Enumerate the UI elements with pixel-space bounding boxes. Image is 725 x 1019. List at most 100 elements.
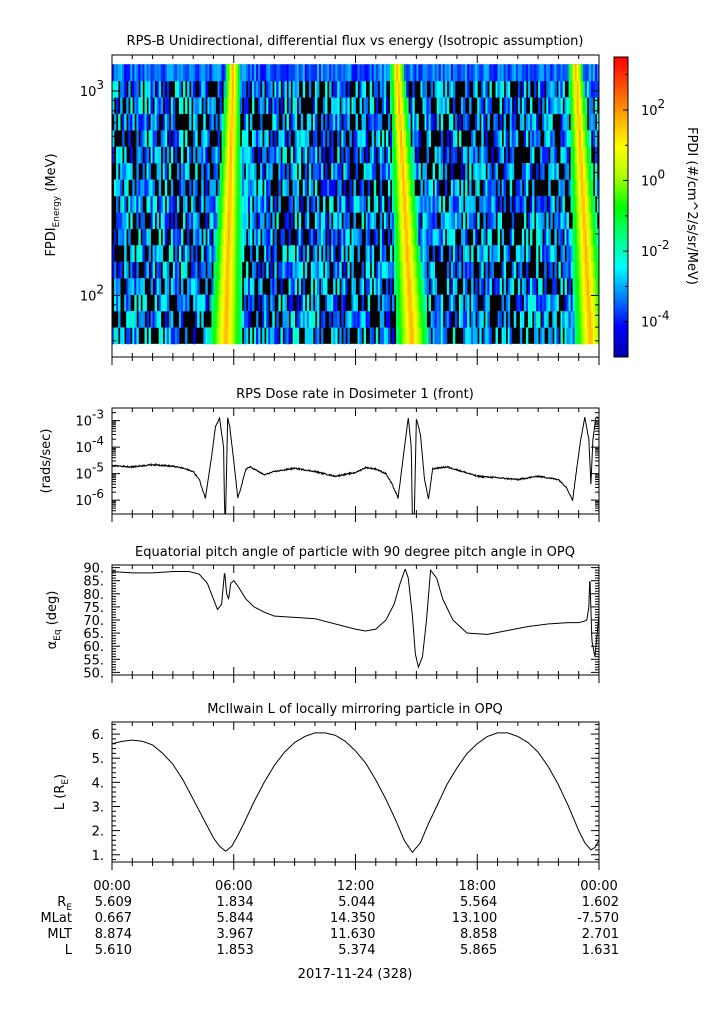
spectrogram-cell [406, 162, 409, 180]
spectrogram-cell [530, 97, 533, 115]
spectrogram-cell [487, 327, 490, 345]
spectrogram-cell [416, 310, 419, 328]
spectrogram-cell [398, 130, 401, 147]
spectrogram-cell [521, 64, 525, 82]
spectrogram-cell [223, 179, 227, 197]
spectrogram-cell [422, 64, 425, 82]
spectrogram-cell [156, 97, 160, 115]
spectrogram-cell [160, 64, 164, 82]
spectrogram-cell [302, 245, 306, 263]
spectrogram-cell [249, 278, 253, 295]
spectrogram-cell [235, 245, 239, 263]
spectrogram-cell [385, 212, 389, 230]
spectrogram-cell [274, 130, 277, 147]
spectrogram-cell [592, 327, 596, 345]
spectrogram-cell [548, 80, 551, 98]
panel-pitch-angle: Equatorial pitch angle of particle with … [45, 545, 600, 683]
spectrogram-cell [229, 179, 233, 197]
spectrogram-cell [252, 97, 255, 115]
spectrogram-cell [481, 130, 484, 147]
spectrogram-cell [418, 212, 421, 230]
spectrogram-cell [412, 245, 415, 263]
spectrogram-cell [398, 228, 401, 246]
spectrogram-cell [489, 327, 492, 345]
spectrogram-cell [146, 113, 149, 131]
spectrogram-cell [430, 261, 434, 279]
spectrogram-cell [162, 261, 166, 279]
spectrogram-cell [467, 80, 470, 98]
spectrogram-cell [398, 64, 401, 82]
spectrogram-cell [440, 294, 444, 312]
spectrogram-cell [534, 113, 537, 131]
spectrogram-cell [552, 80, 555, 98]
spectrogram-cell [233, 195, 237, 213]
spectrogram-cell [239, 146, 243, 164]
spectrogram-cell [542, 97, 545, 115]
spectrogram-cell [343, 228, 346, 246]
spectrogram-cell [294, 195, 298, 213]
spectrogram-cell [355, 146, 358, 164]
spectrogram-cell [150, 80, 153, 98]
spectrogram-cell [217, 146, 220, 164]
spectrogram-cell [235, 261, 239, 279]
spectrogram-cell [140, 179, 143, 197]
spectrogram-cell [588, 80, 592, 98]
spectrogram-cell [201, 294, 204, 312]
spectrogram-cell [245, 64, 249, 82]
ephemeris-value: 1.602 [582, 895, 619, 910]
spectrogram-cell [452, 146, 456, 164]
spectrogram-cell [172, 64, 176, 82]
spectrogram-cell [211, 113, 214, 131]
spectrogram-cell [296, 80, 300, 98]
spectrogram-cell [120, 195, 123, 213]
spectrogram-cell [280, 278, 283, 295]
spectrogram-cell [268, 228, 271, 246]
spectrogram-cell [426, 228, 429, 246]
spectrogram-cell [132, 80, 135, 98]
spectrogram-cell [152, 310, 156, 328]
spectrogram-cell [229, 195, 233, 213]
spectrogram-cell [329, 113, 332, 131]
spectrogram-cell [209, 294, 212, 312]
spectrogram-cell [357, 310, 360, 328]
spectrogram-cell [499, 212, 502, 230]
spectrogram-cell [225, 130, 229, 147]
spectrogram-cell [223, 278, 227, 295]
spectrogram-cell [592, 64, 596, 82]
spectrogram-cell [276, 64, 279, 82]
spectrogram-cell [158, 310, 162, 328]
ephemeris-value: 2.701 [582, 927, 619, 942]
spectrogram-cell [562, 245, 565, 263]
spectrogram-cell [475, 113, 478, 131]
spectrogram-cell [239, 64, 243, 82]
spectrogram-cell [116, 80, 119, 98]
spectrogram-cell [294, 261, 298, 279]
spectrogram-cell [166, 294, 170, 312]
spectrogram-cell [548, 64, 551, 82]
spectrogram-cell [136, 64, 139, 82]
spectrogram-cell [576, 80, 580, 98]
spectrogram-cell [369, 162, 373, 180]
spectrogram-cell [479, 245, 482, 263]
spectrogram-cell [172, 278, 176, 295]
spectrogram-cell [223, 146, 227, 164]
spectrogram-cell [485, 179, 488, 197]
spectrogram-cell [418, 64, 421, 82]
spectrogram-cell [495, 162, 498, 180]
spectrogram-cell [335, 294, 338, 312]
spectrogram-cell [142, 228, 145, 246]
spectrogram-cell [473, 310, 476, 328]
spectrogram-cell [189, 64, 192, 82]
spectrogram-cell [203, 327, 206, 345]
spectrogram-cell [590, 80, 594, 98]
spectrogram-cell [582, 310, 586, 328]
spectrogram-cell [197, 64, 200, 82]
spectrogram-cell [418, 228, 421, 246]
spectrogram-cell [505, 97, 509, 115]
spectrogram-cell [237, 327, 241, 345]
spectrogram-cell [385, 146, 389, 164]
spectrogram-cell [213, 245, 216, 263]
spectrogram-cell [118, 212, 121, 230]
spectrogram-cell [237, 80, 241, 98]
spectrogram-cell [503, 64, 507, 82]
